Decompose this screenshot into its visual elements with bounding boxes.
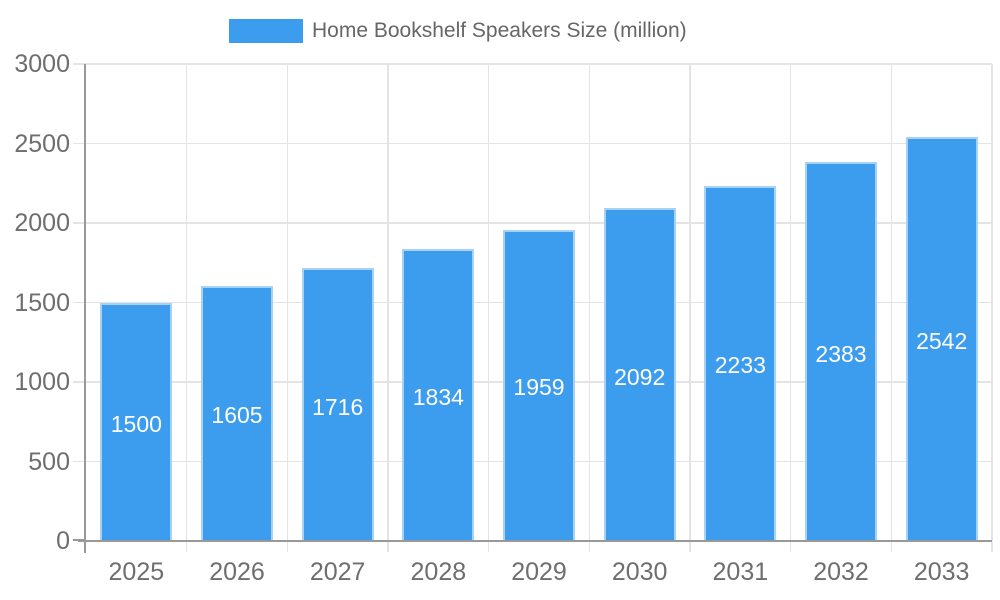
x-axis-tick bbox=[890, 542, 893, 552]
bar-value-label: 2542 bbox=[916, 327, 968, 354]
y-axis-tick bbox=[73, 142, 86, 145]
legend-color-swatch-icon bbox=[229, 19, 303, 43]
x-tick-label-2031: 2031 bbox=[712, 558, 769, 586]
x-gridline bbox=[689, 64, 691, 541]
bar-2026[interactable]: 1605 bbox=[201, 285, 273, 541]
y-tick-label: 2500 bbox=[14, 129, 70, 158]
x-axis-tick bbox=[991, 542, 993, 552]
y-axis-tick bbox=[73, 222, 86, 224]
x-axis-tick bbox=[185, 542, 188, 552]
y-gridline bbox=[86, 63, 992, 65]
bar-value-label: 2233 bbox=[714, 352, 766, 379]
y-axis-tick bbox=[73, 460, 86, 463]
bar-value-label: 1959 bbox=[513, 374, 565, 401]
bar-2031[interactable]: 2233 bbox=[704, 185, 777, 541]
y-tick-label: 1500 bbox=[14, 288, 70, 317]
x-tick-label-2027: 2027 bbox=[309, 558, 366, 586]
bar-value-label: 2383 bbox=[815, 340, 867, 367]
bar-value-label: 2092 bbox=[614, 363, 666, 390]
bar-2025[interactable]: 1500 bbox=[100, 302, 173, 541]
bar-2029[interactable]: 1959 bbox=[503, 229, 575, 541]
x-gridline bbox=[185, 64, 188, 541]
x-axis-tick bbox=[689, 542, 691, 552]
bar-2028[interactable]: 1834 bbox=[402, 249, 475, 541]
y-tick-label: 2000 bbox=[14, 209, 70, 237]
bar-value-label: 1716 bbox=[312, 393, 364, 420]
x-axis-line bbox=[78, 540, 992, 542]
bar-value-label: 1834 bbox=[412, 384, 464, 411]
x-tick-label-2026: 2026 bbox=[209, 558, 265, 586]
y-tick-label: 3000 bbox=[14, 50, 70, 78]
y-axis-line bbox=[84, 64, 86, 553]
x-axis-tick bbox=[286, 542, 289, 552]
legend-item[interactable]: Home Bookshelf Speakers Size (million) bbox=[229, 19, 687, 43]
x-tick-label-2025: 2025 bbox=[108, 558, 165, 586]
bar-2030[interactable]: 2092 bbox=[603, 208, 676, 541]
x-axis-tick bbox=[588, 542, 591, 552]
bar-value-label: 1605 bbox=[211, 402, 263, 429]
y-tick-label: 500 bbox=[28, 447, 70, 476]
y-tick-label: 0 bbox=[56, 527, 70, 555]
x-gridline bbox=[487, 64, 490, 541]
x-gridline bbox=[789, 64, 792, 541]
x-tick-label-2028: 2028 bbox=[410, 558, 467, 586]
y-axis-tick bbox=[73, 301, 86, 304]
bar-2027[interactable]: 1716 bbox=[301, 268, 374, 541]
x-axis-tick bbox=[487, 542, 490, 552]
x-tick-label-2033: 2033 bbox=[913, 558, 970, 586]
x-gridline bbox=[286, 64, 289, 541]
x-gridline bbox=[890, 64, 893, 541]
bar-value-label: 1500 bbox=[110, 410, 162, 437]
x-tick-label-2029: 2029 bbox=[511, 558, 567, 586]
x-tick-label-2030: 2030 bbox=[611, 558, 668, 586]
y-gridline bbox=[86, 222, 992, 224]
x-axis-tick bbox=[387, 542, 389, 552]
bar-2032[interactable]: 2383 bbox=[805, 162, 877, 541]
x-gridline bbox=[588, 64, 591, 541]
y-gridline bbox=[86, 142, 992, 145]
y-axis-tick bbox=[73, 381, 86, 383]
x-gridline bbox=[991, 64, 993, 541]
x-gridline bbox=[387, 64, 389, 541]
y-tick-label: 1000 bbox=[14, 368, 70, 396]
x-tick-label-2032: 2032 bbox=[813, 558, 869, 586]
y-axis-tick bbox=[73, 63, 86, 65]
bar-2033[interactable]: 2542 bbox=[905, 136, 978, 541]
legend-label: Home Bookshelf Speakers Size (million) bbox=[312, 19, 687, 42]
x-axis-tick bbox=[789, 542, 792, 552]
